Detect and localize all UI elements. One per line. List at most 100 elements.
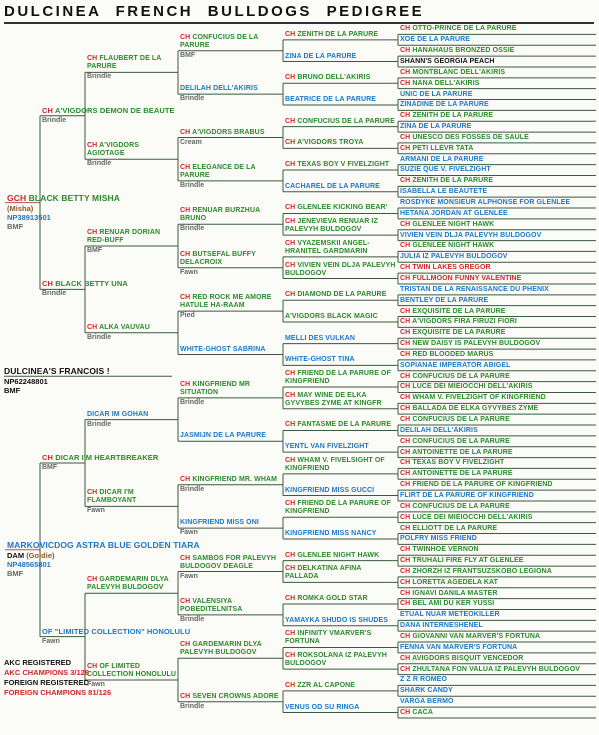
dog-name: ZENITH DE LA PARURE — [412, 177, 494, 185]
dog-name-block: VENUS OD SU RINGA — [285, 704, 396, 712]
coat-color: Fawn — [180, 268, 198, 276]
coat-block: BMF — [87, 247, 102, 255]
dog-name: EXQUISITE DE LA PARURE — [412, 329, 506, 337]
dog-name: GIOVANNI VAN MARVER'S FORTUNA — [412, 633, 541, 641]
dog-name: GLENLEE KICKING BEAR' — [297, 204, 388, 212]
dog-name-block: CACHAREL DE LA PARURE — [285, 183, 396, 191]
dog-name-block: CH ALKA VAUVAU — [87, 324, 176, 332]
dog-name-block: UNIC DE LA PARURE — [400, 91, 594, 99]
title-prefix: CH — [285, 139, 296, 147]
dog-name: ROMKA GOLD STAR — [297, 595, 368, 603]
dog-name-block: CH MONTBLANC DELL'AKIRIS — [400, 69, 594, 77]
call-name: (Goldie) — [26, 550, 55, 560]
title-prefix: CH — [42, 453, 54, 462]
dog-name: NEW DAISY IS PALEVYH BULDOGOV — [412, 340, 541, 348]
coat-block: Brindle — [180, 486, 204, 494]
dog-name-block: A'VIGDORS BLACK MAGIC — [285, 313, 396, 321]
dog-name-block: CH DELKATINA AFINA PALLADA — [285, 565, 396, 581]
title-prefix: CH — [400, 144, 411, 152]
dog-name-block: CH LORETTA AGEDELA KAT — [400, 579, 594, 587]
dog-name-block: CH ZENITH DE LA PARURE — [400, 112, 594, 120]
coat-color: Brindle — [42, 290, 67, 298]
dog-name-block: CH WHAM V. FIVELZIGHT OF KINGFRIEND — [400, 394, 594, 402]
dog-name-block: VARGA BERMO — [400, 698, 594, 706]
dog-name-block: CH RENUAR DORIAN RED-BUFF — [87, 229, 176, 245]
dog-name: OF "LIMITED COLLECTION" HONOLULU — [42, 626, 191, 636]
dog-name: KINGFRIEND MISS GUCCI — [285, 486, 375, 494]
dog-name: A'VIGDORS AGIOTAGE — [87, 142, 140, 158]
dog-name: BUTSEFAL BUFFY DELACROIX — [180, 250, 256, 266]
title-prefix: CH — [400, 112, 411, 120]
coat-block: Cream — [180, 139, 202, 147]
dog-name-block: CH ROMKA GOLD STAR — [285, 595, 396, 603]
dog-name-block: CH LUCE DEI MIEIOCCHI DELL'AKIRIS — [400, 383, 594, 391]
title-prefix: CH — [400, 242, 411, 250]
coat-color: Brindle — [42, 116, 67, 124]
dog-name: ELEGANCE DE LA PARURE — [180, 163, 256, 179]
dog-name: BLACK BETTY UNA — [55, 279, 128, 289]
dog-name: TRUHALI FIRE FLY AT GLENLEE — [412, 557, 524, 565]
title-prefix: CH — [180, 128, 191, 136]
coat-block: Fawn — [180, 573, 198, 581]
dog-name: VENUS OD SU RINGA — [285, 703, 360, 711]
dog-name-block: CH HANAHAUS BRONZED OSSIE — [400, 47, 594, 55]
dog-name-block: CH VIVIEN VEIN DLJA PALEVYH BULDOGOV — [285, 262, 396, 278]
title-prefix: CH — [180, 692, 191, 700]
title-prefix: CH — [400, 502, 411, 510]
dog-name: FRIEND DE LA PARURE OF KINGFRIEND — [412, 481, 553, 489]
coat-color: Fawn — [87, 681, 105, 688]
title-prefix: CH — [180, 380, 191, 388]
dog-name-block: CH VALENSIYA POBEDITELNITSA — [180, 598, 281, 614]
coat-color: Brindle — [180, 485, 205, 493]
dog-name: RENUAR BURZHUA BRUNO — [180, 207, 260, 223]
dog-name-block: CH GLENLEE NIGHT HAWK — [400, 242, 594, 250]
dog-name-block: CH FRIEND DE LA PARURE OF KINGFRIEND — [285, 500, 396, 516]
dog-name-block: CH CACA — [400, 709, 594, 717]
dog-name: RED ROCK ME AMORE HATULE HA-RAAM — [180, 294, 272, 310]
title-prefix: CH — [400, 350, 411, 358]
coat-block: BMF — [180, 52, 195, 60]
title-prefix: CH — [285, 204, 296, 212]
dog-name-block: CH CONFUCIUS DE LA PARURE — [180, 34, 281, 50]
dog-name-block: ZINA DE LA PARURE — [285, 53, 396, 61]
coat-block: Brindle — [87, 334, 111, 342]
dog-name: A'VIGDORS BLACK MAGIC — [285, 312, 378, 320]
role: DAM — [7, 550, 25, 560]
dog-name-block: CH SEVEN CROWNS ADORE — [180, 693, 281, 701]
dog-name: KINGFRIEND MR. WHAM — [192, 475, 278, 483]
title-prefix: CH — [42, 105, 54, 115]
dog-name-block: CH NEW DAISY IS PALEVYH BULDOGOV — [400, 340, 594, 348]
dog-name: LUCE DEI MIEIOCCHI DELL'AKIRIS — [412, 383, 533, 391]
coat-block: Brindle — [87, 160, 111, 168]
dog-name-block: BENTLEY DE LA PARURE — [400, 297, 594, 305]
dog-name: TRISTAN DE LA RENAISSANCE DU PHENIX — [400, 285, 549, 293]
dog-name: XOE DE LA PARURE — [400, 36, 471, 44]
title-prefix: CH — [180, 597, 191, 605]
title-prefix: CH — [285, 630, 296, 638]
dog-name: ZENITH DE LA PARURE — [412, 112, 494, 120]
dog-name-block: CH CONFUCIUS DE LA PARURE — [400, 503, 594, 511]
registration: NP62248801 — [4, 377, 48, 387]
title-prefix: CH — [400, 578, 411, 586]
title-prefix: CH — [400, 416, 411, 424]
coat-block: Brindle — [87, 73, 111, 81]
dog-name: WHAM V. FIVELZIGHT OF KINGFRIEND — [412, 394, 546, 402]
reg-row: NP48565801 — [7, 560, 55, 569]
title-prefix: CH — [400, 437, 411, 445]
title-prefix: CH — [400, 25, 411, 33]
coat-color: BMF — [180, 51, 196, 59]
dog-name: ZINA DE LA PARURE — [285, 52, 357, 60]
title-prefix: CH — [400, 394, 411, 402]
coat-color: Brindle — [180, 181, 205, 189]
dog-name: CONFUCIUS DE LA PARURE — [297, 117, 395, 125]
title-prefix: CH — [400, 405, 411, 413]
dog-name: Z Z R ROMEO — [400, 676, 447, 684]
dog-name-block: JULIA IZ PALEVYH BULDOGOV — [400, 253, 594, 261]
dog-name-block: CH RENUAR BURZHUA BRUNO — [180, 207, 281, 223]
title-prefix: CH — [400, 383, 411, 391]
dog-name: WHITE-GHOST TINA — [285, 356, 355, 364]
title-prefix: CH — [87, 55, 98, 63]
dog-name-block: CH OF LIMITED COLLECTION HONOLULU — [87, 663, 176, 679]
title-prefix: CH — [400, 329, 411, 337]
coat-block: Brindle — [87, 421, 111, 429]
